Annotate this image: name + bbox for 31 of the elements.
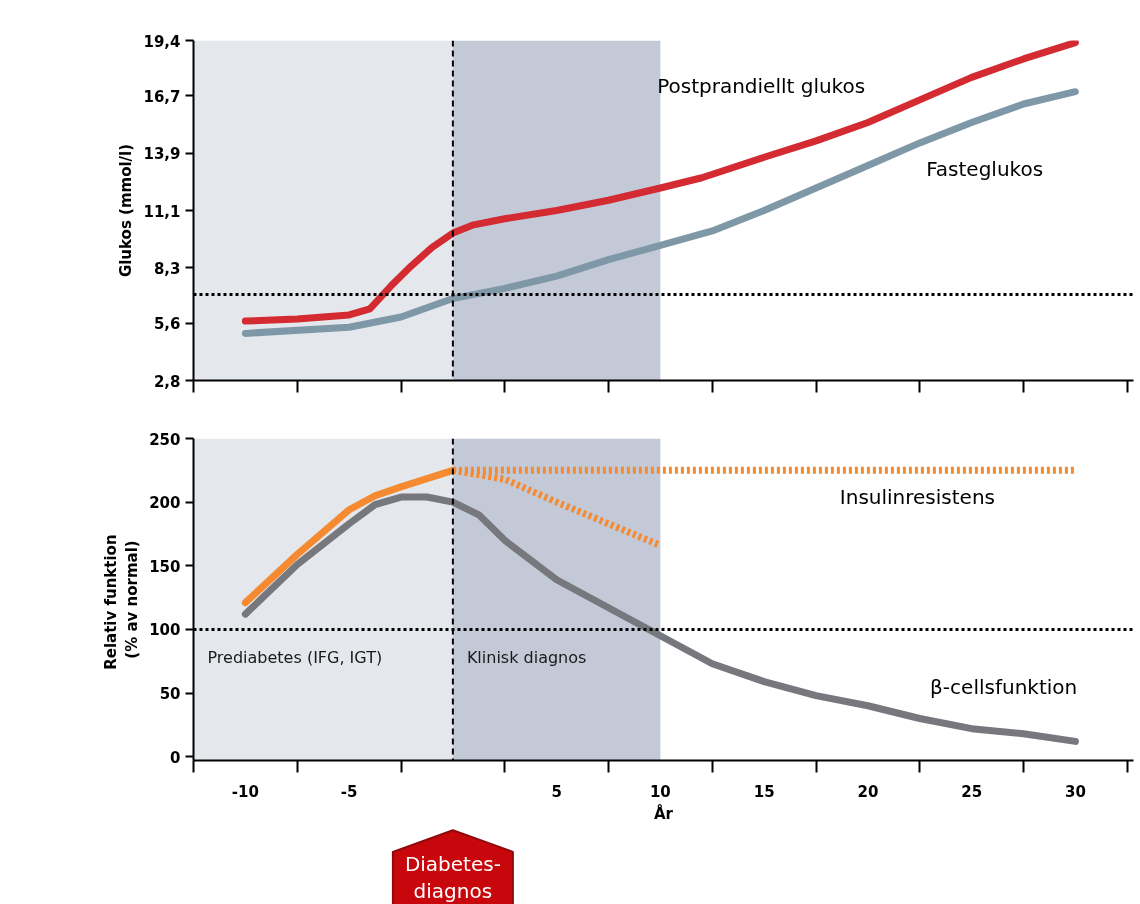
x-tick-label: -10 [231,782,259,801]
y-tick-label: 19,4 [143,32,181,51]
x-tick-label: 25 [961,782,983,801]
y-tick-label: 250 [149,430,181,449]
y-tick-label: 0 [170,748,181,767]
band-label: Klinisk diagnos [466,647,587,667]
y-tick-label: 100 [149,621,181,640]
y-tick-label: 2,8 [153,372,181,391]
y-tick-label: 8,3 [153,259,181,278]
x-tick-label: 15 [753,782,775,801]
x-tick-label: 10 [649,782,671,801]
text: Diabetes- diagnos [404,851,501,904]
y-tick-label: 11,1 [143,202,181,221]
x-tick-label: -5 [340,782,358,801]
y-tick-label: 50 [159,685,181,704]
series-label: β-cellsfunktion [930,674,1078,699]
x-tick-label: 5 [551,782,562,801]
x-tick-label: 20 [857,782,879,801]
y-tick-label: 5,6 [153,315,181,334]
y-axis-title: Relativ funktion (% av normal) [101,534,142,670]
y-tick-label: 16,7 [143,87,181,106]
series-label: Postprandiellt glukos [657,74,866,99]
x-tick-label: 30 [1064,782,1086,801]
series-label: Insulinresistens [839,485,995,510]
y-tick-label: 150 [149,557,181,576]
y-tick-label: 13,9 [143,145,181,164]
series-label: Fasteglukos [926,157,1044,182]
x-axis-title: År [654,803,674,823]
band-label: Prediabetes (IFG, IGT) [207,647,383,667]
y-tick-label: 200 [149,494,181,513]
y-axis-title: Glukos (mmol/l) [117,143,136,278]
